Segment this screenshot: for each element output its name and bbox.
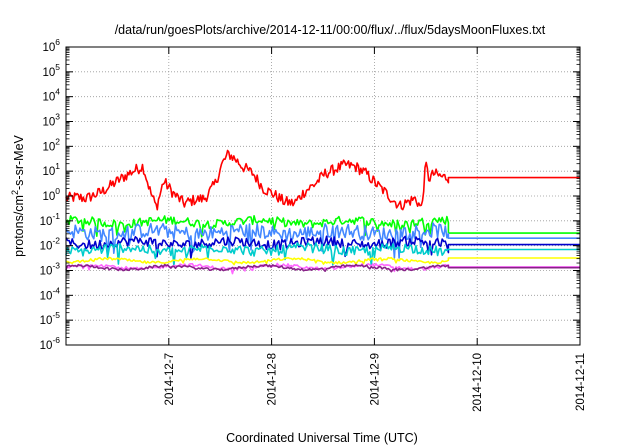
y-tick-label: 105: [42, 62, 60, 79]
series-line: [65, 263, 580, 273]
plot-frame: [65, 46, 581, 346]
y-tick-label: 10-2: [40, 236, 61, 253]
y-tick-label: 104: [42, 87, 60, 104]
y-tick-label: 103: [42, 112, 60, 129]
y-tick-label: 10-4: [40, 285, 61, 302]
y-tick-label: 10-5: [40, 310, 61, 327]
series-line: [65, 222, 580, 259]
y-tick-label: 10-3: [40, 261, 61, 278]
x-axis-ticks: 2014-12-7 2014-12-8 2014-12-9 2014-12-10 201…: [164, 47, 587, 412]
y-tick-label: 102: [42, 136, 60, 153]
y-tick-label: 10-1: [40, 211, 61, 228]
y-tick-label: 106: [42, 37, 60, 54]
y-tick-label: 10-6: [40, 335, 61, 352]
x-tick-label: 2014-12-8: [267, 353, 279, 405]
y-tick-label: 100: [42, 186, 60, 203]
x-tick-label: 2014-12-7: [164, 353, 176, 405]
y-axis-label-tail: -s-sr-MeV: [12, 134, 26, 190]
series-line: [65, 215, 580, 238]
x-tick-label: 2014-12-11: [575, 353, 587, 411]
chart-title: /data/run/goesPlots/archive/2014-12-11/0…: [115, 23, 546, 37]
series-line: [65, 149, 580, 211]
y-axis-label-sup: 2: [10, 190, 20, 195]
y-axis-ticks: 10-6 10-5 10-4 10-3 10-2 10-1 100 101 102 103 104 1…: [40, 37, 580, 352]
x-tick-label: 2014-12-10: [472, 353, 484, 412]
x-axis-label: Coordinated Universal Time (UTC): [226, 431, 418, 445]
y-axis-label-base: protons/cm: [12, 195, 26, 257]
y-tick-label: 101: [42, 161, 60, 178]
x-tick-label: 2014-12-9: [369, 353, 381, 405]
grid-lines: [66, 47, 580, 345]
series-line: [65, 242, 580, 267]
y-axis-label: protons/cm2-s-sr-MeV: [10, 134, 26, 256]
data-series: [65, 149, 580, 275]
series-line: [65, 256, 580, 266]
